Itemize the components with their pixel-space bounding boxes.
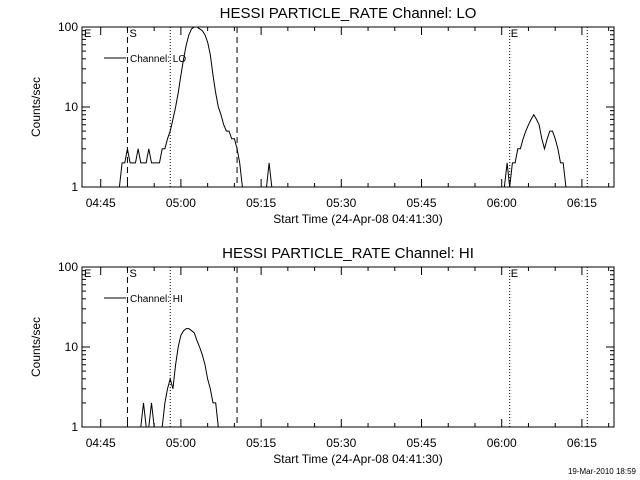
marker-label-e-left: E xyxy=(84,268,91,280)
series-line xyxy=(503,113,567,188)
x-tick-label: 05:15 xyxy=(246,196,276,210)
x-axis-label: Start Time (24-Apr-08 04:41:30) xyxy=(273,212,442,226)
legend-label: Channel: HI xyxy=(130,294,183,305)
x-tick-label: 06:00 xyxy=(487,436,517,450)
y-tick-label: 100 xyxy=(58,20,78,34)
x-tick-label: 05:15 xyxy=(246,436,276,450)
y-axis-label: Counts/sec xyxy=(29,317,43,377)
marker-label-e-right: E xyxy=(511,268,518,280)
x-tick-label: 05:30 xyxy=(326,436,356,450)
chart-title: HESSI PARTICLE_RATE Channel: HI xyxy=(222,245,474,262)
x-tick-label: 05:00 xyxy=(166,436,196,450)
x-tick-label: 05:45 xyxy=(407,436,437,450)
plot-frame xyxy=(81,266,615,428)
x-tick-label: 06:15 xyxy=(567,436,597,450)
x-tick-label: 05:45 xyxy=(407,196,437,210)
y-tick-label: 10 xyxy=(65,340,79,354)
chart-panel-hi: HESSI PARTICLE_RATE Channel: HI 1 10 100 Cou… xyxy=(29,245,615,466)
series-line xyxy=(118,26,273,188)
chart-title: HESSI PARTICLE_RATE Channel: LO xyxy=(220,5,477,22)
x-tick-label: 06:15 xyxy=(567,196,597,210)
x-tick-label: 04:45 xyxy=(86,196,116,210)
y-tick-label: 10 xyxy=(65,100,79,114)
x-tick-label: 06:00 xyxy=(487,196,517,210)
y-tick-label: 100 xyxy=(58,260,78,274)
series-line xyxy=(140,328,221,428)
marker-label-e-right: E xyxy=(511,28,518,40)
x-tick-label: 05:30 xyxy=(326,196,356,210)
y-tick-label: 1 xyxy=(71,180,78,194)
y-axis-label: Counts/sec xyxy=(29,77,43,137)
marker-label-s: S xyxy=(129,268,136,280)
plot-frame xyxy=(81,26,615,188)
x-tick-label: 05:00 xyxy=(166,196,196,210)
chart-panel-lo: HESSI PARTICLE_RATE Channel: LO 1 10 100 Cou… xyxy=(29,5,615,226)
marker-label-e-left: E xyxy=(84,28,91,40)
marker-label-s: S xyxy=(129,28,136,40)
x-tick-label: 04:45 xyxy=(86,436,116,450)
footer-date: 19-Mar-2010 18:59 xyxy=(568,467,637,476)
y-tick-label: 1 xyxy=(71,420,78,434)
x-axis-label: Start Time (24-Apr-08 04:41:30) xyxy=(273,452,442,466)
legend-label: Channel: LO xyxy=(130,54,186,65)
